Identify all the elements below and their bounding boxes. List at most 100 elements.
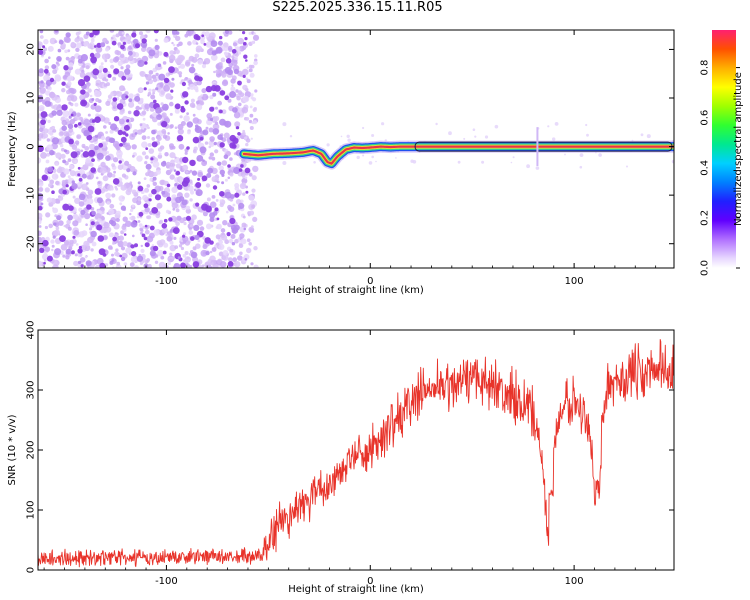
noise-speck — [88, 149, 96, 157]
noise-speck — [244, 167, 251, 174]
noise-speck — [54, 229, 60, 236]
noise-speck — [210, 40, 218, 47]
noise-speck — [98, 248, 106, 256]
noise-speck — [141, 38, 147, 44]
noise-speck — [169, 101, 174, 107]
noise-speck — [87, 113, 91, 117]
noise-speck — [137, 185, 144, 192]
noise-speck — [143, 177, 147, 181]
noise-speck — [105, 100, 111, 106]
noise-speck — [165, 93, 172, 100]
noise-speck — [161, 227, 169, 234]
noise-speck — [127, 110, 132, 115]
noise-speck — [169, 174, 175, 180]
noise-speck — [148, 49, 156, 57]
noise-speck — [205, 251, 210, 256]
noise-speck — [169, 258, 173, 262]
noise-speck — [195, 202, 200, 207]
noise-speck — [74, 140, 80, 145]
noise-speck — [203, 58, 211, 65]
noise-speck — [202, 244, 208, 250]
noise-speck — [250, 225, 254, 229]
noise-speck — [91, 98, 95, 101]
noise-speck — [243, 54, 248, 59]
noise-speck — [233, 68, 240, 75]
noise-speck — [171, 202, 178, 209]
noise-speck — [84, 255, 88, 259]
noise-speck — [117, 129, 124, 136]
noise-speck — [44, 58, 49, 64]
noise-speck — [111, 253, 114, 257]
noise-speck — [200, 94, 203, 97]
noise-speck — [253, 264, 259, 268]
noise-speck — [89, 227, 93, 231]
noise-speck — [117, 164, 124, 170]
noise-speck — [223, 51, 227, 55]
noise-speck — [102, 37, 108, 44]
noise-speck — [189, 83, 196, 90]
noise-speck — [128, 93, 134, 99]
noise-speck — [113, 68, 120, 75]
noise-speck — [230, 86, 236, 92]
noise-speck — [212, 211, 218, 216]
noise-speck — [97, 85, 100, 88]
noise-speck — [43, 259, 47, 262]
noise-speck — [123, 262, 128, 266]
noise-speck — [375, 160, 377, 163]
noise-speck — [155, 169, 161, 175]
noise-speck — [93, 45, 97, 48]
noise-speck — [51, 137, 60, 145]
noise-speck — [222, 250, 229, 256]
noise-speck — [253, 32, 256, 35]
noise-speck — [76, 182, 82, 188]
noise-speck — [112, 236, 117, 242]
noise-speck — [55, 162, 59, 166]
noise-speck — [83, 75, 91, 82]
noise-speck — [55, 152, 62, 159]
noise-speck — [98, 65, 104, 71]
noise-speck — [186, 256, 190, 260]
noise-speck — [111, 163, 115, 168]
noise-speck — [232, 107, 238, 113]
noise-speck — [107, 172, 113, 178]
noise-speck — [83, 129, 90, 137]
noise-speck — [73, 229, 80, 236]
noise-speck — [201, 64, 207, 69]
noise-speck — [48, 56, 51, 59]
noise-speck — [59, 235, 66, 243]
noise-speck — [154, 38, 158, 42]
y-tick-label: 10 — [26, 92, 37, 105]
noise-speck — [145, 30, 151, 34]
noise-speck — [141, 233, 146, 238]
noise-speck — [245, 138, 251, 143]
noise-speck — [62, 110, 70, 118]
bottom-y-ticks: 0 100 200 300 400 — [26, 320, 674, 573]
noise-speck — [219, 35, 223, 40]
noise-speck — [183, 115, 190, 122]
noise-speck — [61, 119, 68, 126]
noise-speck — [149, 225, 155, 231]
noise-speck — [226, 151, 231, 156]
noise-speck — [129, 216, 133, 220]
noise-speck — [100, 161, 106, 168]
noise-speck — [145, 163, 152, 170]
noise-speck — [116, 146, 120, 151]
y-tick-label: 0 — [26, 143, 37, 149]
noise-speck — [244, 37, 248, 41]
noise-speck — [81, 67, 84, 70]
noise-speck — [219, 261, 227, 268]
noise-speck — [207, 167, 214, 174]
noise-speck — [65, 32, 71, 38]
noise-speck — [249, 126, 254, 130]
noise-speck — [84, 213, 91, 220]
colorbar: 0.0 0.2 0.4 0.6 0.8 Normalized spectral ampl… — [700, 30, 744, 276]
noise-speck — [143, 128, 147, 131]
noise-speck — [250, 137, 253, 140]
noise-speck — [61, 104, 68, 111]
noise-speck — [209, 142, 215, 147]
noise-speck — [187, 30, 194, 35]
noise-speck — [119, 110, 124, 115]
noise-speck — [147, 143, 152, 147]
noise-speck — [212, 185, 218, 190]
noise-speck — [77, 79, 86, 87]
